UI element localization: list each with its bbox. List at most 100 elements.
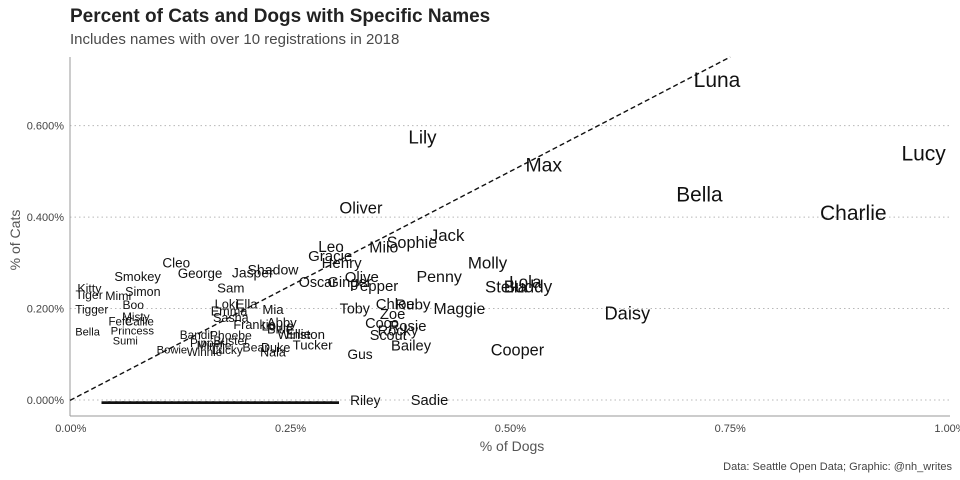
point-label-lucy: Lucy: [901, 142, 946, 165]
bottom-row-mark: ▬: [157, 396, 166, 406]
point-label-maggie: Maggie: [433, 301, 485, 318]
point-label-gus: Gus: [347, 347, 372, 362]
point-label-boo: Boo: [122, 298, 144, 312]
point-label-sumi: Sumi: [113, 335, 138, 347]
point-label-frankie: Frankie: [233, 318, 275, 332]
bottom-row-mark: ▬: [178, 396, 187, 406]
bottom-row-mark: ▬: [330, 396, 339, 406]
point-label-cleo: Cleo: [162, 256, 190, 271]
point-label-mimi: Mimi: [105, 289, 131, 303]
point-label-george: George: [178, 266, 223, 281]
bottom-row-mark: ▬: [108, 396, 117, 406]
x-tick-label: 0.50%: [495, 423, 526, 435]
point-label-nala: Nala: [260, 345, 286, 359]
bottom-row-mark: ▬: [282, 396, 291, 406]
point-label-kitty: Kitty: [77, 281, 102, 295]
bottom-row-mark: ▬: [247, 396, 256, 406]
bottom-row-mark: ▬: [136, 396, 145, 406]
point-label-fefe: Fefe: [109, 316, 132, 328]
point-label-lucky: Lucky: [212, 343, 243, 357]
point-label-mia: Mia: [262, 302, 284, 317]
point-label-pipper: Pipper: [190, 336, 224, 350]
point-label-simon: Simon: [125, 285, 160, 299]
point-label-ella: Ella: [236, 297, 259, 312]
point-label-abby: Abby: [267, 315, 297, 330]
bottom-row-mark: ▬: [240, 396, 249, 406]
point-label-rosie: Rosie: [389, 319, 427, 335]
bottom-row-mark: ▬: [295, 396, 304, 406]
point-label-bear: Bear: [242, 341, 268, 355]
point-label-tiger: Tiger: [75, 288, 102, 302]
point-label-oscar: Oscar: [299, 275, 337, 291]
point-label-bowie: Bowie: [157, 345, 187, 357]
point-label-princess: Princess: [111, 325, 155, 337]
point-label-shadow: Shadow: [248, 262, 300, 278]
point-label-duke: Duke: [261, 341, 290, 355]
bottom-row-mark: ▬: [254, 396, 263, 406]
point-label-misty: Misty: [122, 310, 150, 324]
point-label-daisy: Daisy: [604, 302, 651, 323]
bottom-row-mark: ▬: [275, 396, 284, 406]
point-label-cooper: Cooper: [491, 341, 545, 359]
point-label-pepper: Pepper: [350, 278, 398, 295]
point-label-bailey: Bailey: [391, 338, 432, 354]
bottom-row-mark: ▬: [115, 396, 124, 406]
bottom-row-mark: ▬: [268, 396, 277, 406]
x-tick-label: 1.00%: [934, 423, 960, 435]
point-label-ellie: Ellie: [286, 326, 311, 341]
point-label-callie: Callie: [125, 315, 154, 328]
point-label-charlie: Charlie: [820, 202, 887, 225]
point-label-tucker: Tucker: [293, 338, 333, 353]
point-label-loki: Loki: [215, 296, 238, 311]
bottom-row-mark: ▬: [302, 396, 311, 406]
point-label-chloe: Chloe: [376, 297, 415, 313]
x-tick-label: 0.25%: [275, 423, 306, 435]
x-axis-title: % of Dogs: [480, 438, 545, 454]
point-label-bella: Bella: [75, 326, 100, 338]
points-layer: ▬▬▬▬▬▬▬▬▬▬▬▬▬▬▬▬▬▬▬▬▬▬▬▬▬▬▬▬▬▬▬▬▬▬LunaLu…: [75, 69, 946, 409]
point-label-coco: Coco: [365, 316, 399, 332]
point-label-buster: Buster: [213, 334, 248, 348]
ticks-layer: 0.000% 0.200% 0.400% 0.600% 0.00% 0.25% 0.50% 0…: [27, 121, 960, 435]
bottom-row-mark: ▬: [323, 396, 332, 406]
chart-caption: Data: Seattle Open Data; Graphic: @nh_wr…: [723, 461, 952, 473]
point-label-olive: Olive: [345, 269, 379, 286]
bottom-row-mark: ▬: [205, 396, 214, 406]
bottom-row-mark: ▬: [212, 396, 221, 406]
point-label-oliver: Oliver: [339, 200, 383, 218]
bottom-row-mark: ▬: [122, 396, 131, 406]
point-label-scout: Scout: [370, 328, 407, 344]
point-label-jack: Jack: [430, 226, 465, 245]
point-label-smokey: Smokey: [114, 269, 161, 284]
bottom-row-mark: ▬: [185, 396, 194, 406]
point-label-penny: Penny: [416, 269, 461, 286]
y-tick-label: 0.000%: [27, 395, 65, 407]
point-label-luna: Luna: [694, 69, 741, 92]
point-label-phoebe: Phoebe: [210, 328, 252, 342]
chart-subtitle: Includes names with over 10 registration…: [70, 31, 399, 48]
point-label-louie: Louie: [261, 318, 293, 333]
point-label-sasha: Sasha: [213, 311, 249, 325]
point-label-stella: Stella: [485, 277, 528, 296]
point-label-sam: Sam: [217, 281, 244, 296]
point-label-toby: Toby: [340, 302, 371, 318]
bottom-row-mark: ▬: [143, 396, 152, 406]
point-label-molly: Molly: [468, 254, 508, 273]
point-label-ginger: Ginger: [327, 275, 371, 291]
point-label-max: Max: [525, 154, 562, 176]
y-axis-title: % of Cats: [7, 210, 23, 271]
y-tick-label: 0.600%: [27, 121, 65, 133]
bottom-row-mark: ▬: [226, 396, 235, 406]
point-label-zoe: Zoe: [380, 307, 406, 323]
bottom-row-mark: ▬: [309, 396, 318, 406]
point-label-rocky: Rocky: [378, 324, 419, 340]
point-label-tigger: Tigger: [75, 303, 108, 317]
bottom-row-mark: ▬: [164, 396, 173, 406]
bottom-row-mark: ▬: [233, 396, 242, 406]
bottom-row-mark: ▬: [198, 396, 207, 406]
point-label-leo: Leo: [318, 239, 344, 256]
point-label-buddy: Buddy: [504, 278, 553, 297]
point-label-winston: Winston: [277, 327, 325, 342]
bottom-row-mark: ▬: [219, 396, 228, 406]
